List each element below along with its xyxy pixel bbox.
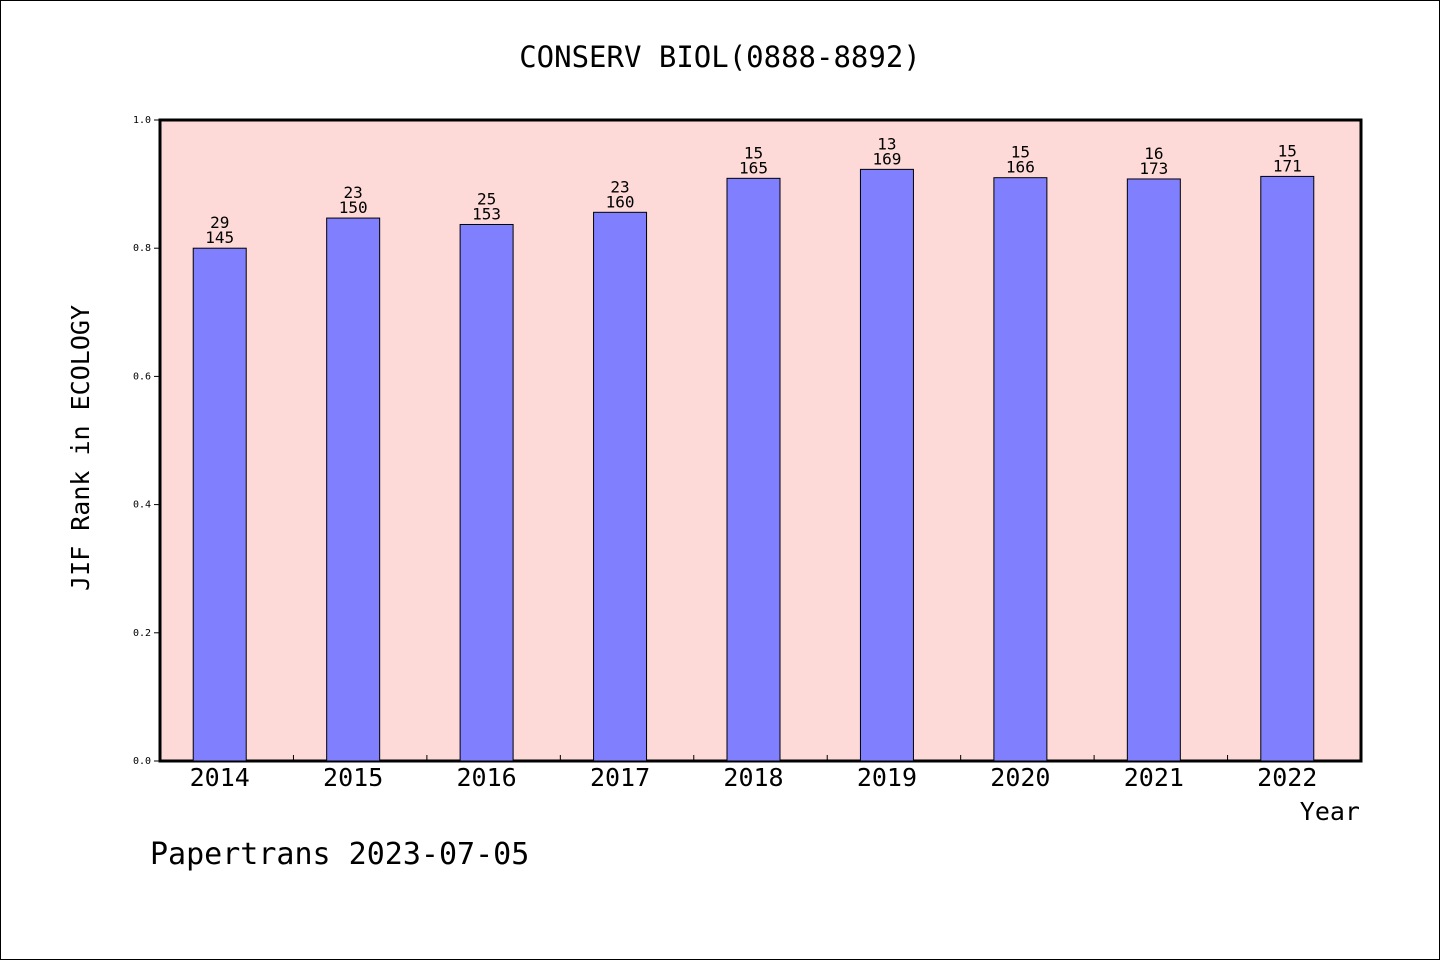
bar-rank-label: 23	[344, 183, 363, 202]
footer-credit: Papertrans 2023-07-05	[150, 837, 529, 872]
bar-2015	[326, 217, 381, 762]
bar-2016	[459, 223, 514, 762]
bar-total-label: 166	[1006, 158, 1035, 177]
bar-rank-label: 13	[877, 134, 896, 153]
chart-title: CONSERV BIOL(0888-8892)	[519, 40, 921, 74]
bar-rank-label: 15	[1011, 143, 1030, 162]
bar-total-label: 165	[739, 158, 768, 177]
x-tick-label: 2016	[457, 763, 517, 792]
bar-rank-label: 16	[1144, 144, 1163, 163]
bar-rank-label: 29	[210, 213, 229, 232]
bar-2018	[726, 177, 781, 762]
bar-total-label: 173	[1139, 159, 1168, 178]
x-tick-label: 2019	[857, 763, 917, 792]
bar-2021	[1126, 178, 1181, 762]
x-tick-label: 2014	[190, 763, 250, 792]
bar-rank-label: 15	[1278, 141, 1297, 160]
x-tick-label: 2020	[990, 763, 1050, 792]
y-tick-label: 0.4	[133, 500, 151, 511]
x-tick-label: 2015	[323, 763, 383, 792]
x-axis: 2014 2015 2016 2017 2018 2019 2020 2021 2022	[190, 755, 1317, 792]
bar-2020	[993, 177, 1048, 762]
bar-2014	[192, 247, 247, 762]
y-axis-label: JIF Rank in ECOLOGY	[66, 305, 95, 591]
bar-total-label: 160	[606, 192, 635, 211]
bar-total-label: 169	[872, 149, 901, 168]
bar-2022	[1260, 175, 1315, 762]
y-tick-label: 0.6	[133, 371, 151, 382]
y-tick-label: 0.2	[133, 628, 151, 639]
bar-total-label: 150	[339, 198, 368, 217]
x-tick-label: 2018	[723, 763, 783, 792]
bar-total-label: 145	[205, 228, 234, 247]
x-axis-label: Year	[1300, 797, 1360, 826]
x-tick-label: 2017	[590, 763, 650, 792]
bar-total-label: 171	[1273, 156, 1302, 175]
x-tick-label: 2021	[1124, 763, 1184, 792]
y-tick-label: 0.8	[133, 243, 151, 254]
bar-rank-label: 15	[744, 143, 763, 162]
bar-2017	[593, 211, 648, 762]
y-tick-label: 0.0	[133, 756, 151, 767]
bar-total-label: 153	[472, 204, 501, 223]
bar-2019	[859, 168, 914, 762]
bar-rank-label: 23	[610, 177, 629, 196]
y-tick-label: 1.0	[133, 115, 151, 126]
bar-rank-label: 25	[477, 189, 496, 208]
y-axis: 0.0 0.2 0.4 0.6 0.8 1.0	[133, 115, 160, 767]
x-tick-label: 2022	[1257, 763, 1317, 792]
